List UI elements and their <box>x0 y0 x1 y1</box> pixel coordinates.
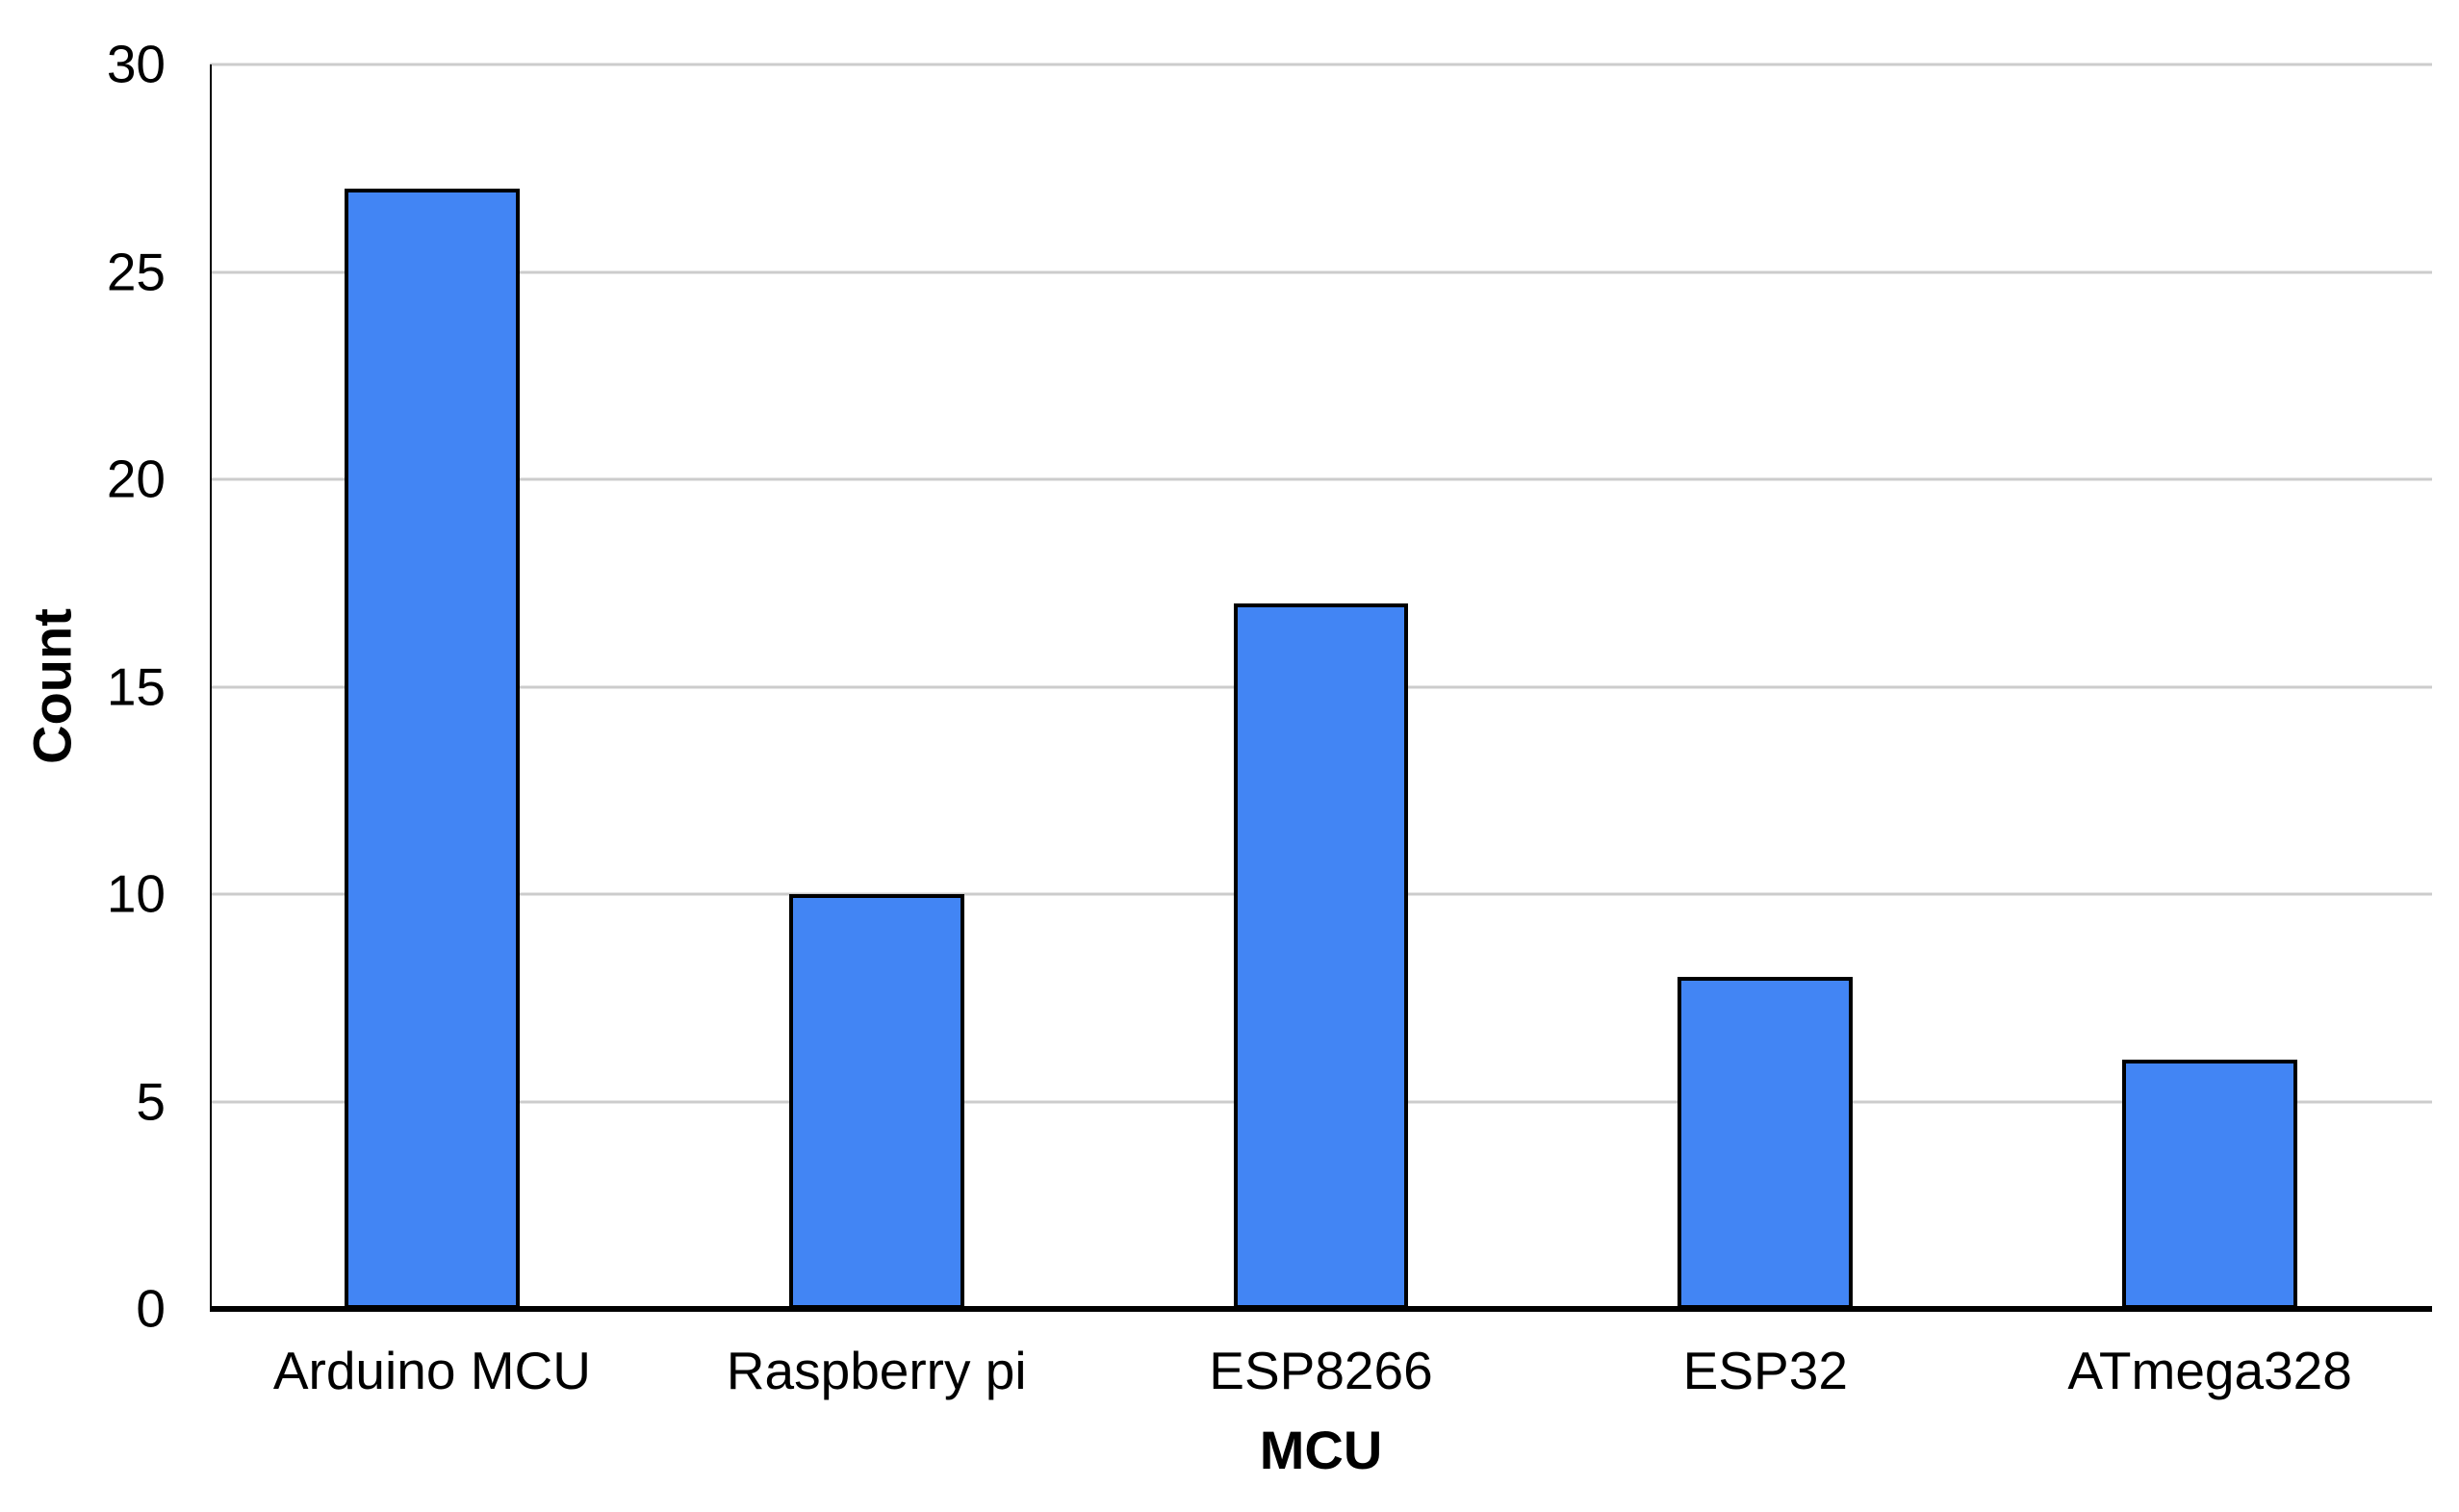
bar-slot <box>1099 64 1544 1309</box>
gridline-30 <box>210 63 2432 66</box>
plot-area <box>210 63 2432 1312</box>
x-tick-labels-group: Arduino MCU Raspberry pi ESP8266 ESP32 ATmeg… <box>210 1340 2432 1401</box>
bar-arduino-mcu <box>344 189 520 1309</box>
x-tick-label-arduino-mcu: Arduino MCU <box>272 1341 591 1400</box>
bar-slot <box>1543 64 1987 1309</box>
y-axis-line <box>210 64 212 1309</box>
y-tick-label-15: 15 <box>106 656 166 716</box>
y-tick-label-0: 0 <box>136 1278 166 1339</box>
y-tick-label-30: 30 <box>106 34 166 94</box>
x-axis-title: MCU <box>1259 1420 1383 1480</box>
bar-atmega328 <box>2122 1060 2298 1309</box>
x-tick-label-esp8266: ESP8266 <box>1209 1341 1433 1400</box>
bar-esp8266 <box>1233 603 1409 1309</box>
gridline-20 <box>210 477 2432 481</box>
bar-slot <box>1987 64 2432 1309</box>
y-tick-label-25: 25 <box>106 242 166 301</box>
bar-slot <box>654 64 1099 1309</box>
bar-slot <box>210 64 654 1309</box>
y-tick-label-20: 20 <box>106 448 166 509</box>
x-tick-label-atmega328: ATmega328 <box>2067 1341 2352 1400</box>
gridline-25 <box>210 270 2432 273</box>
x-tick-label-esp32: ESP32 <box>1682 1341 1848 1400</box>
y-tick-label-5: 5 <box>136 1071 166 1131</box>
bars-group <box>210 64 2432 1309</box>
bar-esp32 <box>1678 977 1854 1309</box>
x-axis-line <box>210 1306 2432 1312</box>
x-tick-label-raspberry-pi: Raspberry pi <box>726 1341 1027 1400</box>
bar-raspberry-pi <box>788 894 964 1309</box>
y-tick-label-10: 10 <box>106 863 166 924</box>
